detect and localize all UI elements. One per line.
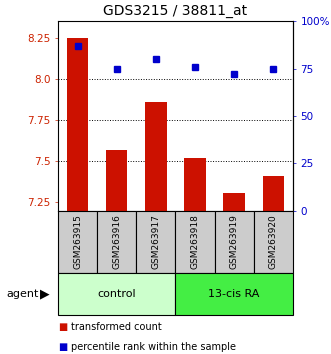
Text: percentile rank within the sample: percentile rank within the sample: [71, 342, 236, 352]
Text: control: control: [97, 289, 136, 299]
Text: GSM263918: GSM263918: [191, 214, 200, 269]
Bar: [136, 211, 175, 273]
Bar: [175, 273, 293, 315]
Text: GDS3215 / 38811_at: GDS3215 / 38811_at: [103, 4, 248, 18]
Bar: [58, 211, 97, 273]
Text: GSM263920: GSM263920: [269, 214, 278, 269]
Bar: [214, 211, 254, 273]
Bar: [184, 158, 206, 211]
Text: agent: agent: [7, 289, 39, 299]
Bar: [223, 193, 245, 211]
Text: transformed count: transformed count: [71, 322, 162, 332]
Bar: [254, 211, 293, 273]
Text: ■: ■: [58, 342, 67, 352]
Bar: [262, 176, 284, 211]
Text: ■: ■: [58, 322, 67, 332]
Bar: [106, 150, 127, 211]
Bar: [67, 38, 88, 211]
Text: 13-cis RA: 13-cis RA: [209, 289, 260, 299]
Bar: [145, 102, 166, 211]
Bar: [97, 211, 136, 273]
Bar: [175, 211, 214, 273]
Bar: [58, 273, 175, 315]
Text: GSM263916: GSM263916: [112, 214, 121, 269]
Text: GSM263917: GSM263917: [151, 214, 160, 269]
Text: GSM263919: GSM263919: [230, 214, 239, 269]
Text: ▶: ▶: [40, 287, 50, 300]
Text: GSM263915: GSM263915: [73, 214, 82, 269]
